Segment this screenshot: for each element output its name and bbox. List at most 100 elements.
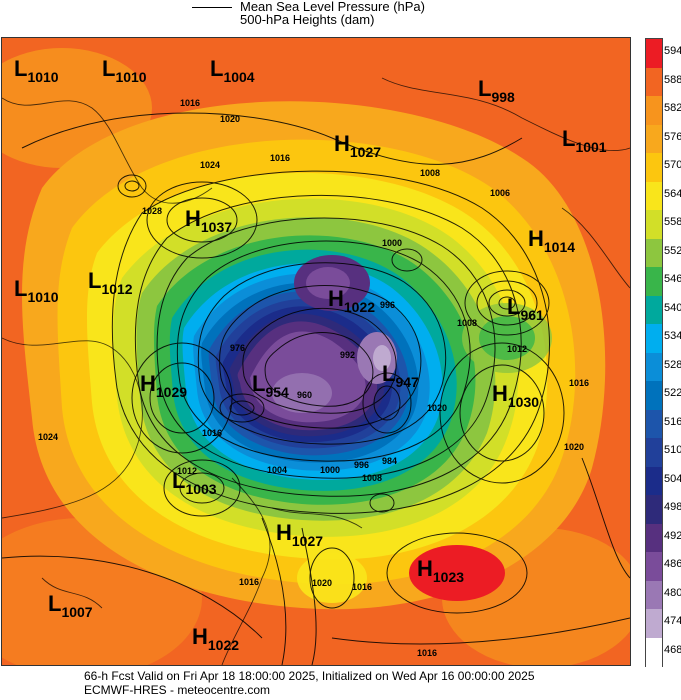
colorbar-swatch <box>646 267 662 296</box>
isobar-value-label: 1004 <box>267 465 288 475</box>
pressure-system-letter: L <box>102 56 116 81</box>
colorbar-tick-label: 516 <box>664 415 681 428</box>
colorbar-swatch <box>646 609 662 638</box>
pressure-system-value: 947 <box>395 374 419 390</box>
colorbar-tick-label: 510 <box>664 444 681 457</box>
low-pressure-label: L998 <box>478 78 515 105</box>
colorbar-tick-label: 594 <box>664 45 681 58</box>
colorbar-tick-label: 558 <box>664 216 681 229</box>
pressure-system-value: 1010 <box>115 69 147 85</box>
high-pressure-label: H1022 <box>192 624 239 653</box>
colorbar-tick-label: 522 <box>664 387 681 400</box>
pressure-system-value: 1029 <box>155 384 188 400</box>
colorbar-tick-label: 582 <box>664 102 681 115</box>
isobar-value-label: 1020 <box>564 442 585 452</box>
pressure-system-value: 1004 <box>223 69 255 85</box>
height-field <box>2 38 630 665</box>
pressure-system-letter: L <box>172 468 186 493</box>
isobar-legend-label: Mean Sea Level Pressure (hPa) <box>240 0 425 14</box>
colorbar-swatch <box>646 552 662 581</box>
colorbar-tick-label: 570 <box>664 159 681 172</box>
weather-map: 1016 1020 1024 1028 1016 1008 1006 1000 996 992 10… <box>1 37 631 666</box>
colorbar-swatch <box>646 381 662 410</box>
pressure-system-value: 1003 <box>185 481 217 497</box>
isobar-value-label: 1006 <box>490 188 511 198</box>
colorbar-tick-label: 564 <box>664 187 681 200</box>
high-pressure-label: H1027 <box>334 131 382 160</box>
low-pressure-label: L1010 <box>14 276 59 305</box>
pressure-system-value: 954 <box>265 384 289 400</box>
pressure-system-value: 1027 <box>349 144 382 160</box>
isobar-value-label: 1020 <box>312 578 333 588</box>
isobar-value-label: 1020 <box>220 114 241 124</box>
colorbar-swatch <box>646 96 662 125</box>
height-colorbar <box>645 38 663 667</box>
low-pressure-label: L1010 <box>14 56 59 85</box>
colorbar-swatch <box>646 295 662 325</box>
high-pressure-label: H1023 <box>417 556 465 585</box>
colorbar-tick-label: 486 <box>664 558 681 571</box>
low-pressure-label: L1003 <box>172 468 217 497</box>
isobar-value-label: 1012 <box>177 466 198 476</box>
pressure-system-value: 1037 <box>200 219 233 235</box>
colorbar-swatch <box>646 39 662 68</box>
isobar-value-label: 960 <box>297 390 313 400</box>
high-pressure-label: H1022 <box>328 286 375 315</box>
pressure-system-value: 1012 <box>101 281 133 297</box>
isobar-value-label: 984 <box>382 456 398 466</box>
pressure-system-letter: L <box>252 371 266 396</box>
low-pressure-label: L1007 <box>48 593 93 620</box>
pressure-system-letter: L <box>14 276 28 301</box>
colorbar-swatch <box>646 181 662 211</box>
colorbar-swatch <box>646 238 662 268</box>
isobar-value-label: 1000 <box>382 238 403 248</box>
low-pressure-label: L1001 <box>562 128 607 155</box>
pressure-system-value: 998 <box>491 89 515 105</box>
isobar-legend-line <box>192 7 232 8</box>
pressure-system-letter: H <box>192 624 208 649</box>
colorbar-swatch <box>646 637 662 667</box>
colorbar-tick-label: 546 <box>664 273 681 286</box>
isobar-value-label: 1016 <box>352 582 373 592</box>
pressure-system-value: 1007 <box>61 604 93 620</box>
pressure-system-value: 1030 <box>507 394 540 410</box>
isobar-value-label: 1016 <box>180 98 201 108</box>
isobar-value-label: 1008 <box>362 473 383 483</box>
pressure-system-letter: L <box>507 294 521 319</box>
source-credit-text: ECMWF-HRES - meteocentre.com <box>84 683 271 697</box>
pressure-system-value: 1010 <box>27 289 59 305</box>
colorbar-swatch <box>646 495 662 524</box>
pressure-system-letter: H <box>140 371 156 396</box>
high-pressure-label: H1030 <box>492 381 540 410</box>
colorbar-tick-label: 588 <box>664 73 681 86</box>
pressure-system-letter: L <box>210 56 224 81</box>
colorbar-swatch <box>646 67 662 97</box>
colorbar-swatch <box>646 352 662 382</box>
pressure-system-letter: H <box>492 381 508 406</box>
isobar-value-label: 1024 <box>38 432 59 442</box>
colorbar-tick-label: 552 <box>664 244 681 257</box>
map-footer: 66-h Fcst Valid on Fri Apr 18 18:00:00 2… <box>84 669 535 697</box>
low-pressure-label: L947 <box>382 361 419 390</box>
pressure-system-letter: L <box>382 361 396 386</box>
isobar-value-label: 1012 <box>507 344 528 354</box>
colorbar-swatch <box>646 466 662 496</box>
colorbar-tick-label: 468 <box>664 643 681 656</box>
colorbar-tick-label: 534 <box>664 330 681 343</box>
isobar-value-label: 996 <box>354 460 370 470</box>
colorbar-tick-label: 540 <box>664 301 681 314</box>
colorbar-tick-label: 498 <box>664 501 681 514</box>
pressure-system-value: 961 <box>520 307 544 323</box>
low-pressure-label: L961 <box>507 294 544 323</box>
high-pressure-label: H1014 <box>528 228 575 255</box>
pressure-system-letter: L <box>14 56 28 81</box>
pressure-system-letter: H <box>276 520 292 545</box>
pressure-system-letter: H <box>328 286 344 311</box>
isobar-value-label: 1016 <box>569 378 590 388</box>
isobar-value-label: 1028 <box>142 206 163 216</box>
pressure-system-letter: H <box>334 131 350 156</box>
pressure-system-letter: H <box>417 556 433 581</box>
pressure-system-value: 1023 <box>432 569 465 585</box>
isobar-value-label: 1016 <box>417 648 438 658</box>
isobar-value-label: 1008 <box>457 318 478 328</box>
